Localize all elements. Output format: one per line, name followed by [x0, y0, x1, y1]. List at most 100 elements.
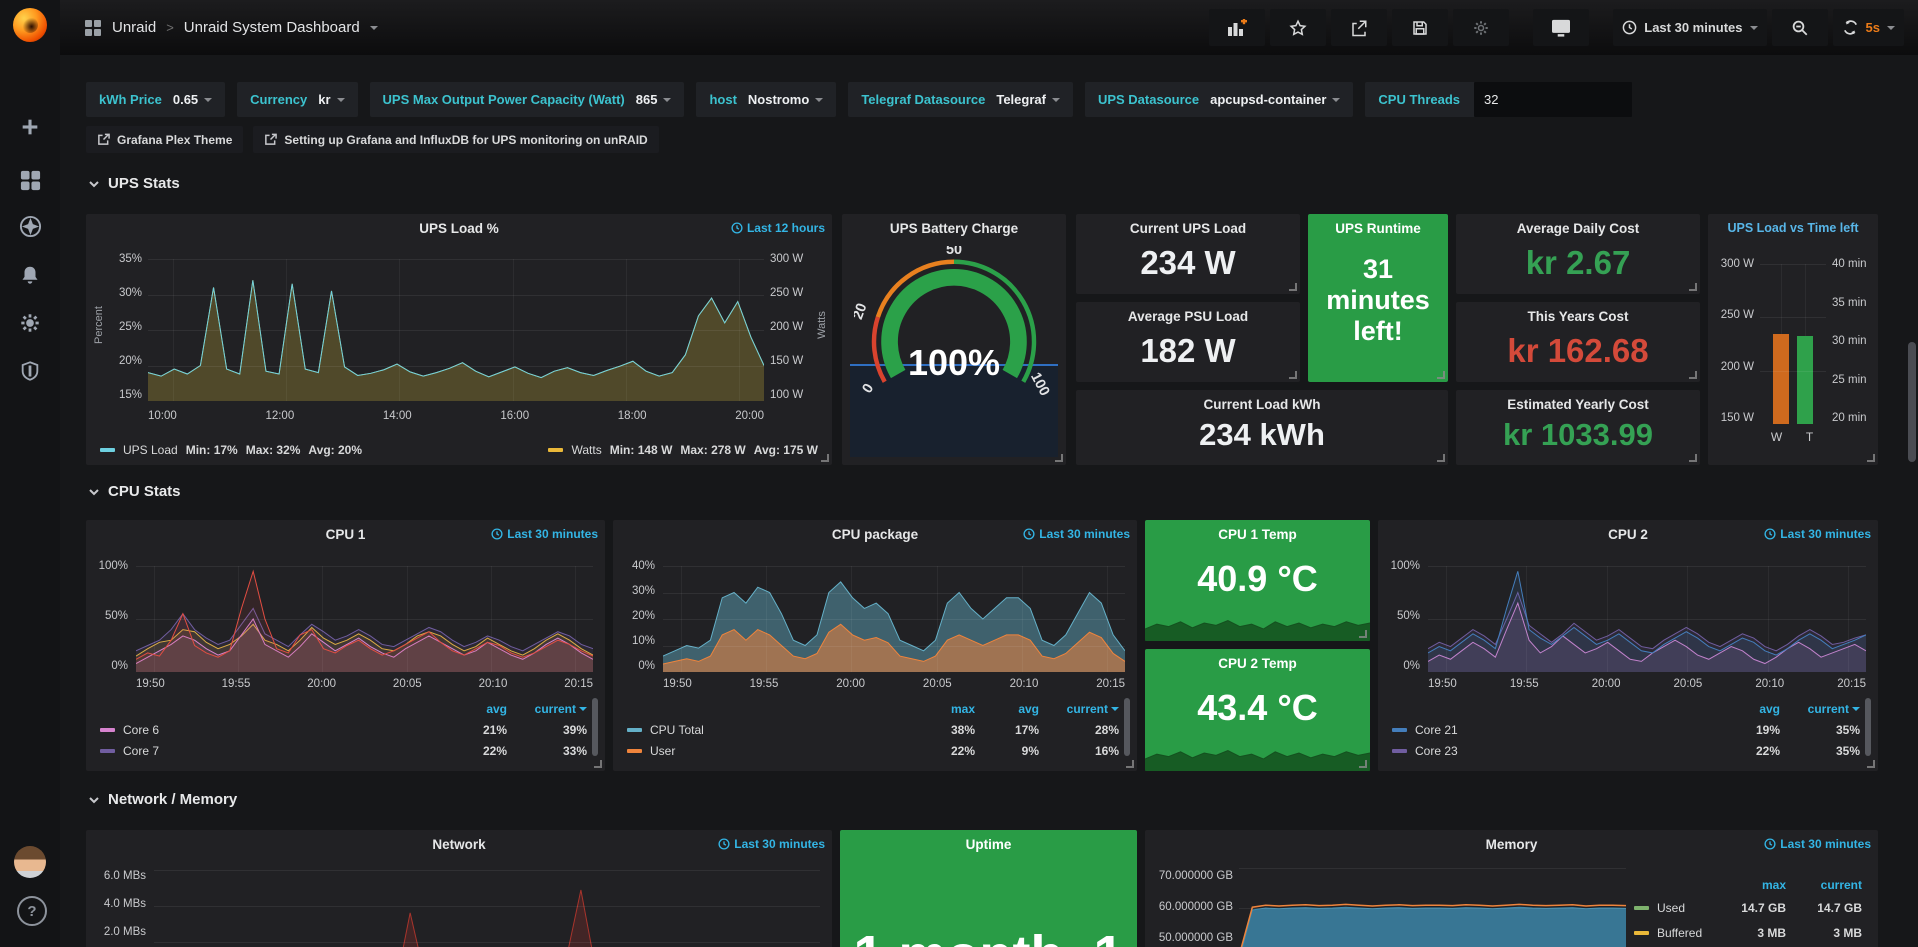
section-ups-stats[interactable]: UPS Stats	[88, 175, 180, 192]
scrollbar-thumb[interactable]	[1908, 342, 1916, 462]
panel-title[interactable]: This Years Cost	[1456, 309, 1700, 324]
cpu2-chart[interactable]	[1428, 566, 1866, 672]
ups-bar-plot[interactable]	[1760, 264, 1826, 424]
legend-series-name[interactable]: Core 7	[100, 744, 443, 758]
panel-resize-handle[interactable]	[821, 454, 829, 462]
server-admin-menu-icon[interactable]	[0, 349, 60, 393]
legend-series-name[interactable]: Watts	[571, 443, 601, 457]
panel-title[interactable]: Current UPS Load	[1076, 221, 1300, 236]
legend-series-name[interactable]: Core 21	[1392, 723, 1716, 737]
panel-time-override[interactable]: Last 30 minutes	[1764, 837, 1871, 851]
explore-menu-icon[interactable]	[0, 204, 60, 248]
cpu1-chart[interactable]	[136, 566, 593, 672]
panel-time-override[interactable]: Last 30 minutes	[1764, 527, 1871, 541]
alerting-menu-icon[interactable]	[0, 253, 60, 297]
legend-header-current[interactable]: current	[1786, 878, 1862, 892]
panel-resize-handle[interactable]	[1437, 454, 1445, 462]
panel-resize-handle[interactable]	[1126, 760, 1134, 768]
panel-title[interactable]: Average Daily Cost	[1456, 221, 1700, 236]
panel-title[interactable]: CPU 2 Temp	[1145, 656, 1370, 671]
legend-scrollbar[interactable]	[1865, 698, 1871, 756]
panel-title[interactable]: Estimated Yearly Cost	[1456, 397, 1700, 412]
panel-resize-handle[interactable]	[594, 760, 602, 768]
legend-header-avg[interactable]: avg	[975, 702, 1039, 716]
breadcrumb-folder[interactable]: Unraid	[112, 19, 156, 36]
user-avatar[interactable]	[14, 846, 46, 878]
legend-scrollbar[interactable]	[1124, 698, 1130, 756]
legend-series-name[interactable]: Core 6	[100, 723, 443, 737]
legend-header-current[interactable]: current	[1039, 702, 1119, 716]
configuration-menu-icon[interactable]	[0, 301, 60, 345]
panel-resize-handle[interactable]	[1437, 371, 1445, 379]
bar-time-left[interactable]	[1797, 336, 1813, 424]
dashboard-grid-icon[interactable]	[84, 19, 102, 37]
legend-header-max[interactable]: max	[1710, 878, 1786, 892]
help-button[interactable]: ?	[17, 896, 47, 926]
section-cpu-stats[interactable]: CPU Stats	[88, 483, 181, 500]
link-grafana-plex-theme[interactable]: Grafana Plex Theme	[86, 126, 243, 153]
legend-series-name[interactable]: Used	[1634, 901, 1710, 915]
panel-resize-handle[interactable]	[1359, 630, 1367, 638]
chevron-down-icon[interactable]	[370, 26, 378, 30]
panel-resize-handle[interactable]	[1689, 454, 1697, 462]
memory-chart[interactable]	[1239, 868, 1626, 947]
legend-scrollbar[interactable]	[592, 698, 598, 756]
refresh-button[interactable]: 5s	[1833, 9, 1904, 46]
panel-title[interactable]: Current Load kWh	[1076, 397, 1448, 412]
add-panel-button[interactable]	[1209, 9, 1265, 46]
legend-header-max[interactable]: max	[911, 702, 975, 716]
variable-telegraf-datasource[interactable]: Telegraf Datasource Telegraf	[848, 82, 1073, 117]
variable-ups-max-output[interactable]: UPS Max Output Power Capacity (Watt) 865	[370, 82, 685, 117]
link-ups-monitoring-guide[interactable]: Setting up Grafana and InfluxDB for UPS …	[253, 126, 658, 153]
settings-button[interactable]	[1453, 9, 1509, 46]
legend-series-name[interactable]: CPU Total	[627, 723, 911, 737]
variable-currency[interactable]: Currency kr	[237, 82, 357, 117]
panel-resize-handle[interactable]	[1867, 454, 1875, 462]
legend-header-current[interactable]: current	[507, 702, 587, 716]
legend-series-name[interactable]: UPS Load	[123, 443, 178, 457]
panel-title[interactable]: Average PSU Load	[1076, 309, 1300, 324]
panel-title[interactable]: Uptime	[840, 837, 1137, 852]
grafana-logo[interactable]	[13, 8, 47, 42]
legend-series-name[interactable]: Buffered	[1634, 926, 1710, 940]
page-scrollbar[interactable]	[1908, 0, 1916, 947]
panel-title[interactable]: UPS Load vs Time left	[1708, 221, 1878, 235]
panel-resize-handle[interactable]	[1289, 283, 1297, 291]
tv-mode-button[interactable]	[1533, 9, 1589, 46]
variable-host[interactable]: host Nostromo	[696, 82, 836, 117]
bar-watts[interactable]	[1773, 334, 1789, 424]
panel-resize-handle[interactable]	[1689, 371, 1697, 379]
panel-time-override[interactable]: Last 30 minutes	[718, 837, 825, 851]
variable-kwh-price[interactable]: kWh Price 0.65	[86, 82, 225, 117]
legend-series-name[interactable]: Core 23	[1392, 744, 1716, 758]
panel-resize-handle[interactable]	[1689, 283, 1697, 291]
panel-resize-handle[interactable]	[1867, 760, 1875, 768]
panel-time-override[interactable]: Last 30 minutes	[491, 527, 598, 541]
legend-header-avg[interactable]: avg	[443, 702, 507, 716]
panel-time-override[interactable]: Last 30 minutes	[1023, 527, 1130, 541]
dashboards-menu-icon[interactable]	[0, 158, 60, 202]
panel-title[interactable]: UPS Load %	[86, 221, 832, 236]
star-button[interactable]	[1270, 9, 1326, 46]
zoom-out-button[interactable]	[1772, 9, 1828, 46]
add-menu-icon[interactable]	[0, 105, 60, 149]
panel-resize-handle[interactable]	[1055, 454, 1063, 462]
legend-header-avg[interactable]: avg	[1716, 702, 1780, 716]
panel-resize-handle[interactable]	[1359, 760, 1367, 768]
panel-time-override[interactable]: Last 12 hours	[731, 221, 825, 235]
legend-series-name[interactable]: User	[627, 744, 911, 758]
legend-header-current[interactable]: current	[1780, 702, 1860, 716]
breadcrumb-dashboard-title[interactable]: Unraid System Dashboard	[184, 19, 360, 36]
ups-load-chart[interactable]	[148, 259, 764, 401]
variable-ups-datasource[interactable]: UPS Datasource apcupsd-container	[1085, 82, 1353, 117]
cpu-threads-input[interactable]: 32	[1474, 82, 1632, 117]
panel-title[interactable]: UPS Battery Charge	[842, 221, 1066, 236]
panel-resize-handle[interactable]	[1289, 371, 1297, 379]
time-range-picker[interactable]: Last 30 minutes	[1613, 9, 1766, 46]
network-chart[interactable]	[154, 870, 820, 947]
save-button[interactable]	[1392, 9, 1448, 46]
section-network-memory[interactable]: Network / Memory	[88, 791, 237, 808]
share-button[interactable]	[1331, 9, 1387, 46]
panel-title[interactable]: UPS Runtime	[1308, 221, 1448, 236]
cpu-package-chart[interactable]	[663, 566, 1125, 672]
